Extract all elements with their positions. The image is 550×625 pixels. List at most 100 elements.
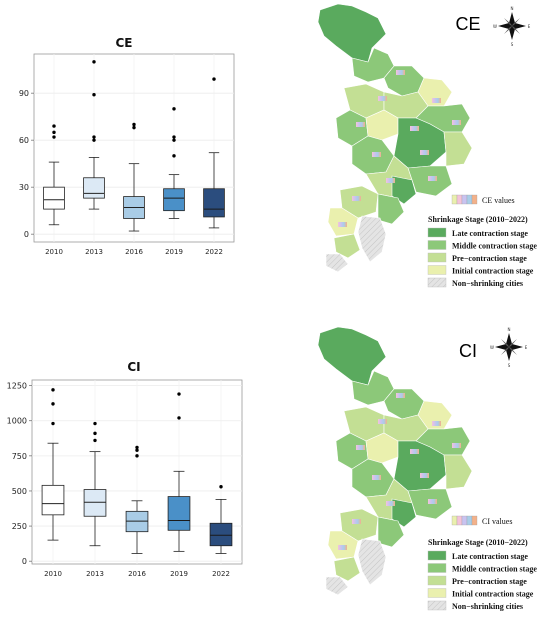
iqr-box (43, 186, 65, 210)
region-map (317, 326, 473, 596)
compass-rose: N S E W (493, 6, 531, 47)
svg-text:N: N (508, 327, 511, 332)
values-legend-item: CE values (451, 194, 515, 205)
y-tick-label: 1250 (7, 382, 27, 391)
region-non-shrinking (325, 576, 349, 596)
outlier-point (172, 138, 176, 142)
region-late (393, 440, 447, 492)
svg-text:N: N (511, 6, 514, 11)
box-2016 (125, 445, 149, 554)
legend-swatch (427, 265, 447, 275)
svg-text:S: S (511, 42, 514, 47)
legend-item: Non−shrinking cities (427, 277, 523, 288)
legend-label: Middle contraction stage (452, 565, 537, 574)
outlier-point (51, 421, 55, 426)
box-2019 (167, 392, 191, 552)
legend-item: Middle contraction stage (427, 563, 537, 574)
legend-title: Shrinkage Stage (2010−2022) (428, 538, 528, 547)
box-2010 (41, 388, 65, 541)
legend-label: Pre−contraction stage (452, 577, 527, 586)
y-tick-label: 30 (19, 183, 29, 192)
outlier-point (132, 122, 136, 127)
iqr-box (83, 489, 107, 517)
x-tick-label: 2010 (45, 248, 63, 256)
legend-item: Pre−contraction stage (427, 575, 527, 586)
value-chips (338, 70, 461, 227)
legend-swatch (427, 252, 447, 263)
box-2016 (123, 122, 145, 232)
map-title: CE (455, 14, 480, 34)
svg-text:E: E (528, 24, 531, 29)
legend-swatch (427, 227, 447, 238)
y-tick-label: 90 (19, 89, 29, 98)
legend-label: Late contraction stage (452, 229, 528, 238)
y-tick-label: 250 (12, 522, 27, 531)
map-title: CI (459, 341, 477, 361)
outlier-point (212, 77, 216, 81)
outlier-point (135, 448, 139, 452)
legend-swatch (427, 600, 447, 611)
x-tick-label: 2010 (44, 570, 62, 578)
legend-item: Late contraction stage (427, 550, 528, 561)
outlier-point (93, 421, 97, 426)
legend-swatch (427, 240, 447, 250)
outlier-point (135, 454, 139, 458)
legend-swatch (427, 588, 447, 598)
outlier-point (132, 125, 136, 130)
outlier-point (93, 438, 97, 443)
svg-text:S: S (508, 363, 511, 368)
outlier-point (177, 392, 181, 396)
y-tick-label: 0 (22, 557, 27, 566)
iqr-box (167, 496, 191, 531)
x-tick-label: 2016 (128, 570, 146, 578)
iqr-box (83, 177, 105, 199)
region-late (317, 326, 387, 386)
legend-item: Middle contraction stage (427, 240, 537, 251)
legend-item: Initial contraction stage (427, 265, 534, 276)
box-2010 (43, 124, 65, 226)
x-tick-label: 2016 (125, 248, 143, 256)
iqr-box (41, 484, 65, 516)
outlier-point (135, 445, 139, 450)
y-tick-label: 500 (12, 487, 27, 496)
region-non-shrinking (357, 538, 387, 586)
chart-title: CI (127, 360, 140, 374)
outlier-point (172, 107, 176, 111)
box-2022 (203, 77, 225, 229)
iqr-box (203, 188, 225, 218)
region-pre (333, 556, 361, 582)
box-2013 (83, 421, 107, 547)
box-2022 (209, 485, 233, 554)
region-non-shrinking (357, 215, 387, 263)
iqr-box (163, 188, 185, 212)
region-middle (377, 516, 405, 548)
x-tick-label: 2019 (165, 248, 183, 256)
values-legend-label: CI values (482, 517, 512, 526)
region-pre (443, 131, 473, 167)
region-late (393, 117, 447, 169)
legend-label: Late contraction stage (452, 552, 528, 561)
y-tick-label: 1000 (7, 417, 27, 426)
x-tick-label: 2013 (86, 570, 104, 578)
outlier-point (92, 93, 96, 97)
outlier-point (51, 402, 55, 406)
legend-title: Shrinkage Stage (2010−2022) (428, 215, 528, 224)
outlier-point (93, 431, 97, 436)
legend: CI values Shrinkage Stage (2010−2022) La… (427, 515, 537, 611)
box-2013 (83, 60, 105, 210)
outlier-point (172, 154, 176, 158)
legend-label: Initial contraction stage (452, 267, 534, 276)
legend-label: Initial contraction stage (452, 590, 534, 599)
legend-swatch (427, 277, 447, 288)
region-late (391, 498, 417, 528)
y-tick-label: 750 (12, 452, 27, 461)
outlier-point (51, 388, 55, 392)
legend-swatch (427, 563, 447, 573)
region-pre (333, 233, 361, 259)
values-legend-label: CE values (482, 196, 515, 205)
legend-item: Pre−contraction stage (427, 252, 527, 263)
outlier-point (177, 416, 181, 420)
chart-title: CE (115, 36, 132, 50)
outlier-point (92, 60, 96, 64)
